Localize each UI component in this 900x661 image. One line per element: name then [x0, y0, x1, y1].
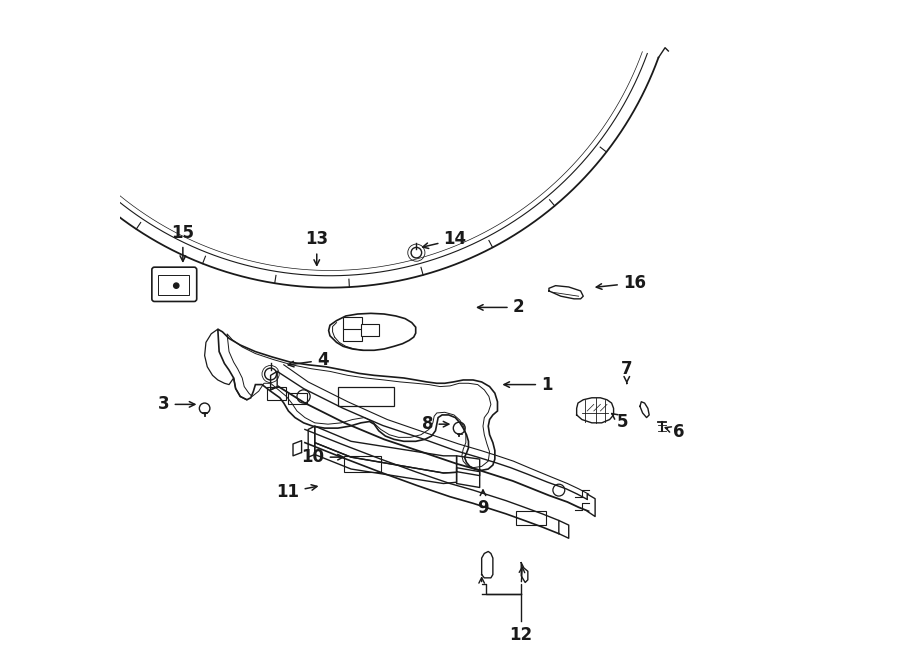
- Text: 14: 14: [423, 231, 466, 249]
- Text: 9: 9: [477, 490, 489, 516]
- Text: 1: 1: [504, 375, 553, 393]
- Text: 5: 5: [612, 412, 628, 431]
- Bar: [266, 387, 286, 400]
- Bar: [158, 275, 190, 295]
- Bar: [361, 324, 380, 336]
- Bar: [288, 393, 307, 405]
- Text: 15: 15: [171, 224, 194, 261]
- Text: 2: 2: [478, 298, 525, 317]
- Bar: [345, 456, 381, 473]
- Bar: [338, 387, 394, 407]
- Text: 3: 3: [158, 395, 195, 413]
- Bar: [343, 317, 362, 329]
- Text: 7: 7: [621, 360, 633, 383]
- Text: 4: 4: [288, 351, 328, 369]
- Bar: [516, 510, 545, 525]
- FancyBboxPatch shape: [152, 267, 197, 301]
- Text: 8: 8: [422, 415, 449, 433]
- Text: 13: 13: [305, 231, 328, 265]
- Text: 12: 12: [509, 626, 533, 644]
- Text: 11: 11: [276, 483, 317, 501]
- Text: 16: 16: [597, 274, 646, 292]
- Text: 10: 10: [302, 448, 343, 466]
- Bar: [343, 328, 362, 341]
- Text: 6: 6: [665, 423, 684, 442]
- Circle shape: [174, 283, 179, 288]
